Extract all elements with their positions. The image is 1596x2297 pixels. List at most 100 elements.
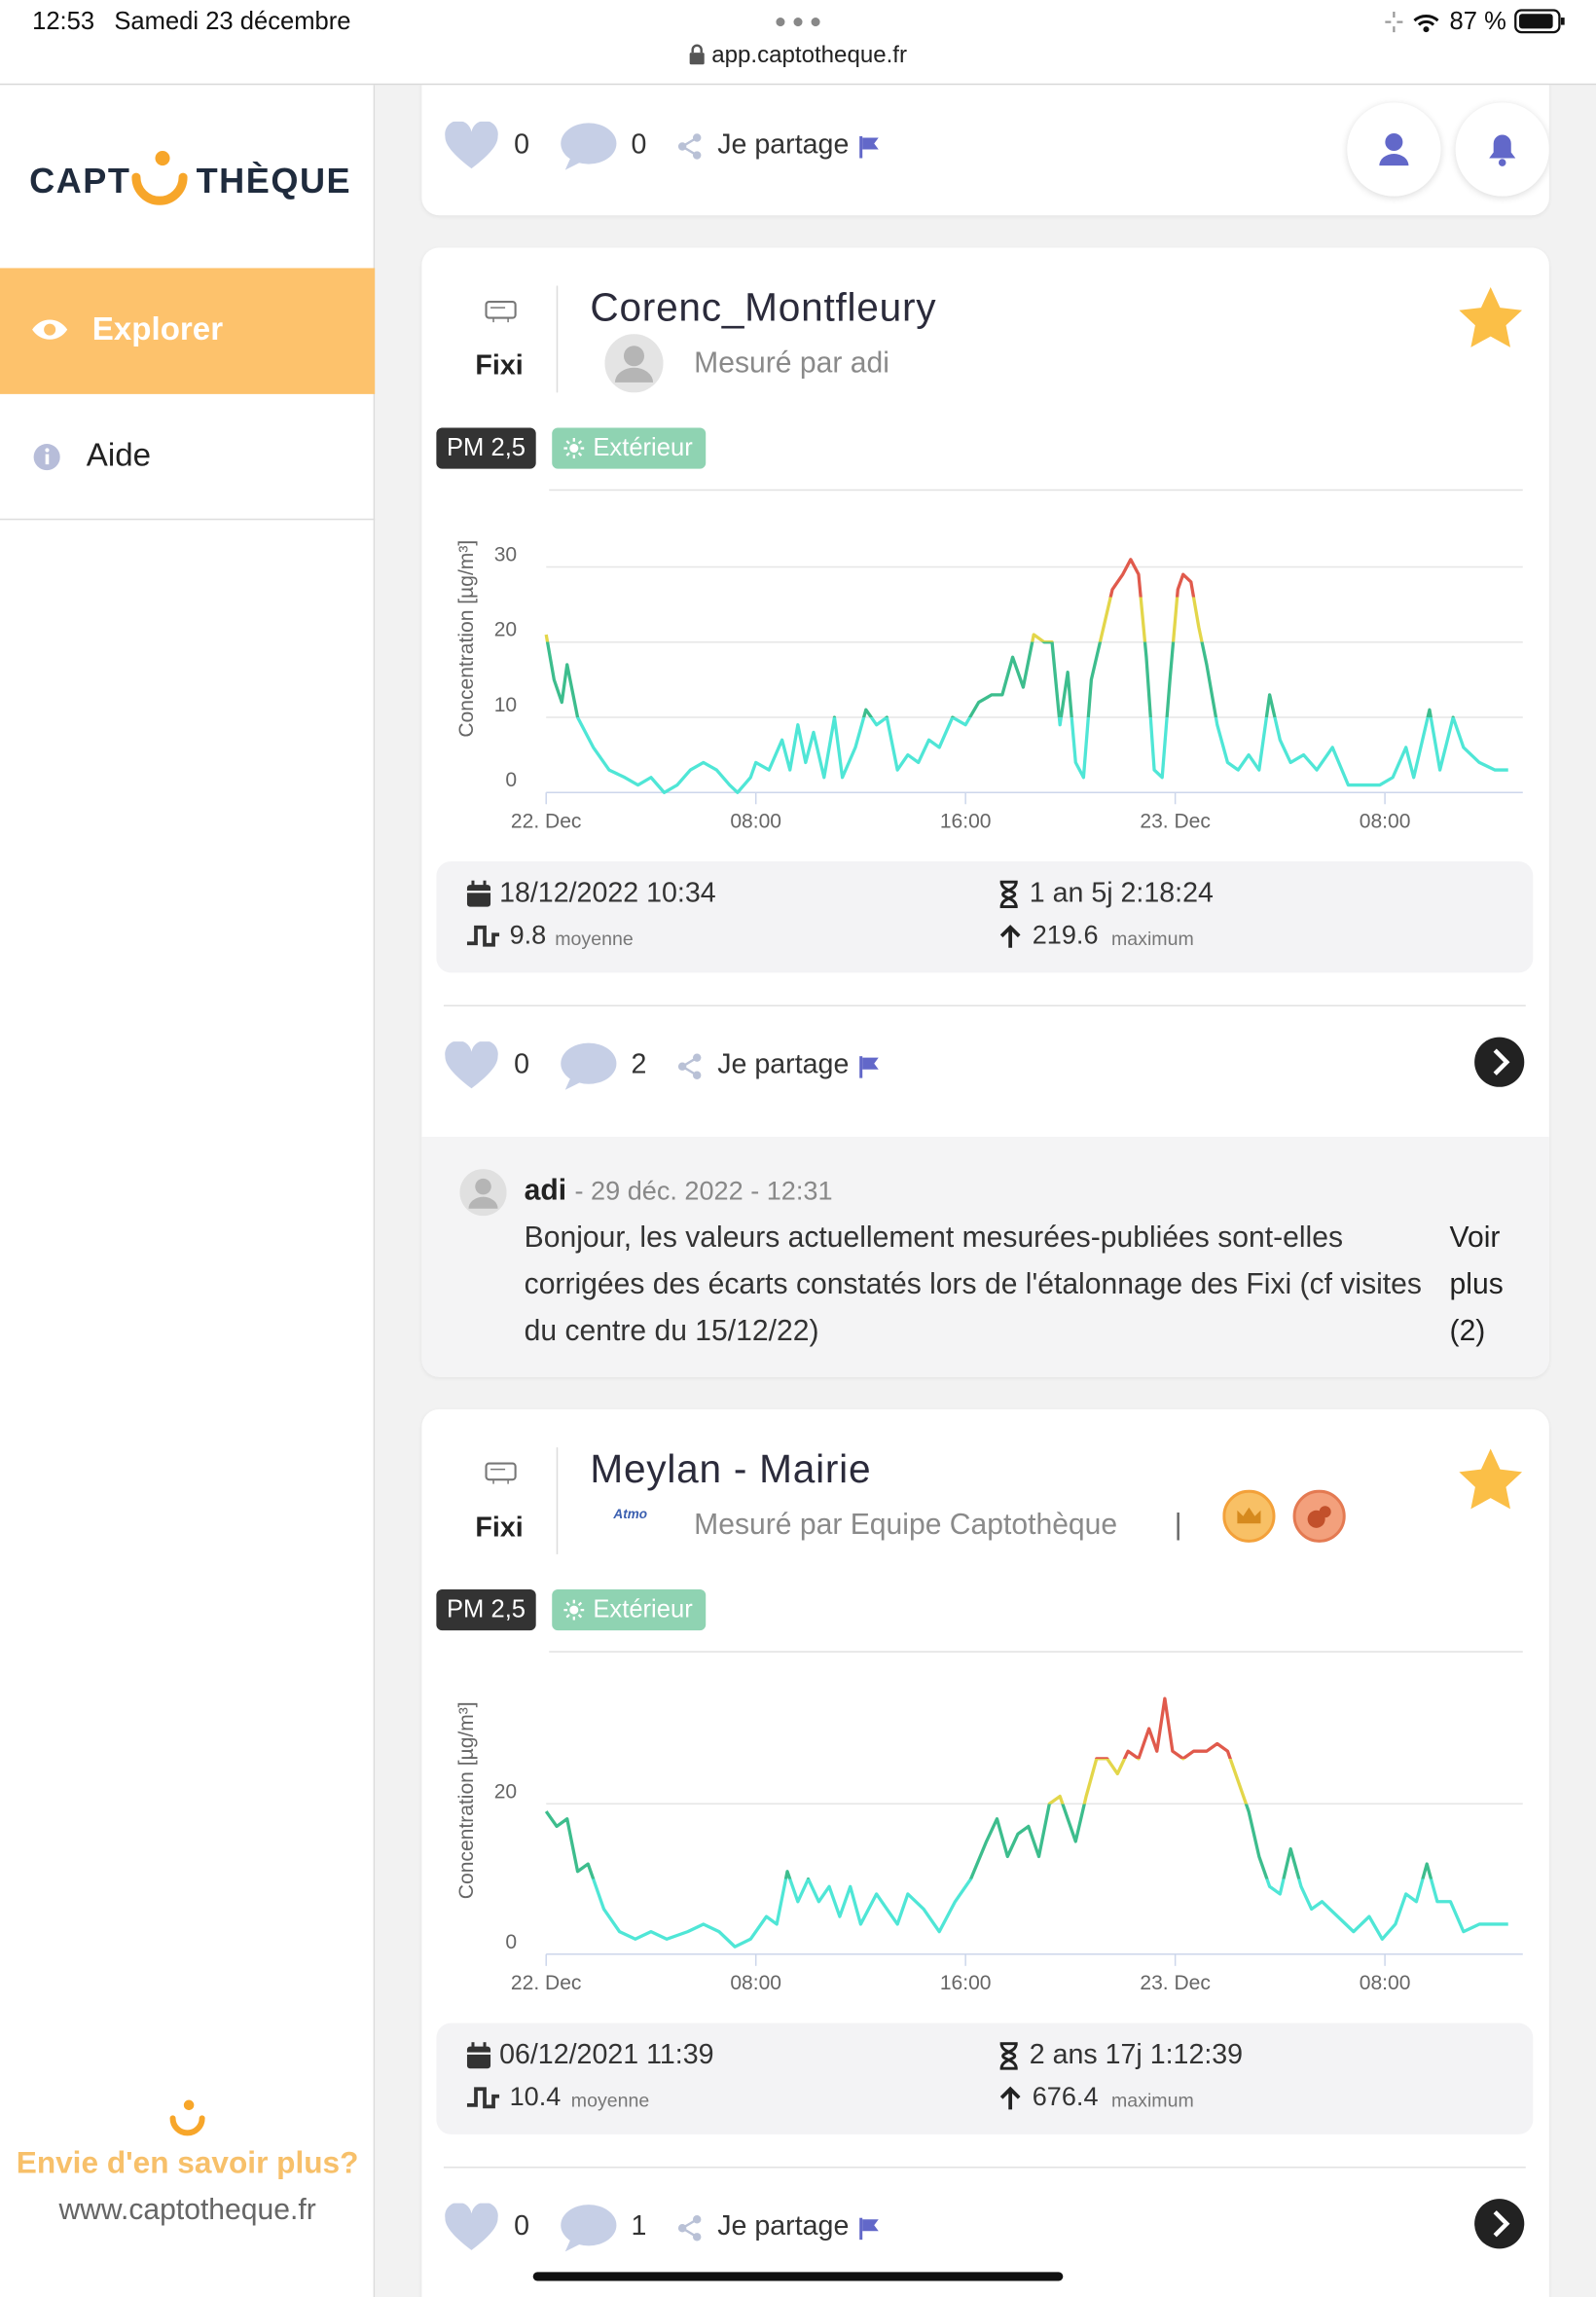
user-icon: [1379, 132, 1409, 166]
calendar-icon: [466, 880, 491, 907]
comment-icon[interactable]: [560, 122, 618, 171]
favorite-star[interactable]: [1456, 1446, 1526, 1513]
lock-icon: [689, 44, 705, 65]
user-button[interactable]: [1347, 102, 1441, 197]
location-label: Extérieur: [593, 1595, 693, 1623]
share-icon[interactable]: [676, 133, 703, 160]
data-line: [544, 558, 1508, 794]
divider: [556, 285, 559, 393]
sensor-title[interactable]: Corenc_Montfleury: [590, 285, 937, 330]
separator: |: [1174, 1509, 1182, 1542]
badges: [1222, 1489, 1346, 1543]
maximum-value: 219.6: [1032, 920, 1099, 950]
notifications-button[interactable]: [1455, 102, 1549, 197]
status-bar: 12:53 Samedi 23 décembre app.captotheque…: [0, 0, 1596, 86]
y-axis-label: Concentration [µg/m³]: [455, 1701, 478, 1899]
flag-icon[interactable]: [858, 134, 882, 159]
stats: 18/12/2022 10:34 1 an 5j 2:18:24 9.8 moy…: [436, 860, 1534, 973]
chart: 0 20 22. Dec 08:00 16:00 23. Dec 08:00 Concentr…: [455, 1696, 1523, 1994]
comment-date: - 29 déc. 2022 - 12:31: [574, 1176, 833, 1206]
footer-url[interactable]: www.captotheque.fr: [58, 2194, 316, 2227]
average-icon: [466, 925, 500, 947]
share-label[interactable]: Je partage: [717, 2211, 850, 2242]
divider: [549, 489, 1523, 492]
measured-by: Mesuré par Equipe Captothèque: [694, 1509, 1118, 1542]
average-value: 9.8: [509, 920, 547, 950]
location-label: Extérieur: [593, 433, 693, 462]
pollutant-badge: PM 2,5: [436, 427, 536, 469]
comment-count: 0: [631, 129, 647, 161]
url[interactable]: app.captotheque.fr: [711, 43, 908, 68]
flag-icon[interactable]: [858, 1055, 882, 1078]
menu-aide[interactable]: Aide: [0, 394, 376, 521]
sun-icon: [563, 438, 585, 459]
sensor-title[interactable]: Meylan - Mairie: [590, 1446, 872, 1491]
partner-logo: Atmo: [613, 1507, 648, 1522]
comment-author: adi: [524, 1175, 567, 1208]
y-tick-label: 10: [494, 694, 517, 716]
chart: 0 10 20 30 22. Dec 08:00 16:00 23. Dec 08:00 Conc…: [455, 540, 1523, 832]
like-count: 0: [514, 129, 530, 161]
comment-icon[interactable]: [560, 2204, 618, 2253]
device-name: Fixi: [475, 350, 524, 383]
location-badge: Extérieur: [552, 427, 707, 469]
max-icon: [999, 2086, 1021, 2110]
footer-title: Envie d'en savoir plus?: [16, 2146, 359, 2181]
share-label[interactable]: Je partage: [717, 1049, 850, 1081]
divider: [443, 2167, 1526, 2169]
heart-icon[interactable]: [444, 1041, 499, 1091]
share-icon[interactable]: [676, 1053, 703, 1079]
favorite-star[interactable]: [1456, 284, 1526, 351]
comment: adi - 29 déc. 2022 - 12:31 Bonjour, les …: [421, 1136, 1549, 1377]
y-tick-label: 20: [494, 1780, 517, 1803]
maximum-value: 676.4: [1032, 2082, 1099, 2112]
device-icon: [485, 300, 517, 323]
hourglass-icon: [999, 2042, 1018, 2070]
menu-label[interactable]: Explorer: [91, 310, 224, 347]
see-more[interactable]: Voir plus (2): [1449, 1221, 1504, 1348]
hourglass-icon: [999, 880, 1018, 909]
battery-text: 87 %: [1449, 7, 1506, 35]
start-date: 18/12/2022 10:34: [499, 878, 716, 910]
flag-icon[interactable]: [858, 2216, 882, 2241]
sensor-card[interactable]: Fixi Corenc_Montfleury Mesuré par adi PM…: [421, 247, 1549, 1377]
x-tick-label: 23. Dec: [1140, 1972, 1211, 1994]
data-line: [544, 1696, 1508, 1949]
menu-label[interactable]: Aide: [86, 436, 152, 473]
x-tick-label: 08:00: [730, 810, 781, 832]
measured-by: Mesuré par adi: [694, 346, 889, 380]
average-icon: [466, 2087, 500, 2109]
share-label[interactable]: Je partage: [717, 129, 850, 161]
average-label: moyenne: [570, 2089, 650, 2112]
location-badge: Extérieur: [552, 1589, 707, 1631]
open-button[interactable]: [1473, 1036, 1526, 1088]
y-tick-label: 0: [505, 769, 517, 791]
user-avatar: [604, 334, 664, 393]
heart-icon[interactable]: [444, 121, 499, 171]
heart-icon[interactable]: [444, 2203, 499, 2253]
average-label: moyenne: [555, 928, 634, 950]
max-icon: [999, 925, 1021, 948]
maximum-label: maximum: [1110, 2089, 1194, 2112]
info-icon: [33, 444, 60, 471]
comment-count: 2: [631, 1049, 647, 1081]
pollutant-badge: PM 2,5: [436, 1589, 536, 1631]
comment-icon[interactable]: [560, 1041, 618, 1091]
duration: 2 ans 17j 1:12:39: [1029, 2040, 1244, 2071]
bell-icon: [1489, 134, 1516, 166]
logo-left: CAPT: [29, 162, 131, 202]
sidebar: CAPT THÈQUE Explorer Aide Envie d'en sav…: [0, 85, 376, 2297]
divider: [556, 1447, 559, 1554]
y-tick-label: 30: [494, 543, 517, 565]
sensor-card[interactable]: Fixi Meylan - Mairie Atmo | Mesuré par E…: [421, 1408, 1549, 2297]
menu-explorer[interactable]: Explorer: [0, 268, 376, 394]
share-icon[interactable]: [676, 2215, 703, 2242]
divider: [549, 1651, 1523, 1653]
x-tick-label: 08:00: [1360, 810, 1411, 832]
x-tick-label: 08:00: [730, 1972, 781, 1994]
maximum-label: maximum: [1110, 928, 1194, 950]
open-button[interactable]: [1473, 2198, 1526, 2250]
like-count: 0: [514, 2211, 530, 2242]
